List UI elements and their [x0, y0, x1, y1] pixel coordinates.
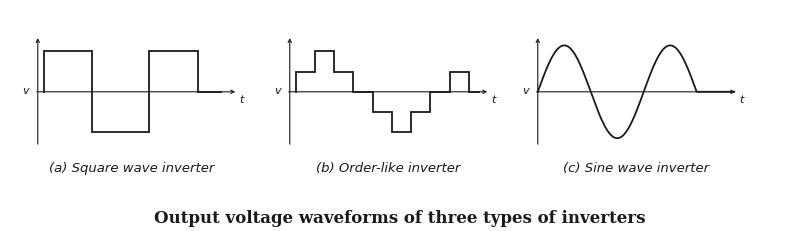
Text: t: t [492, 95, 496, 105]
Text: t: t [240, 95, 244, 105]
Text: v: v [22, 86, 29, 96]
Text: (a) Square wave inverter: (a) Square wave inverter [50, 162, 214, 175]
Text: v: v [522, 86, 529, 96]
Text: Output voltage waveforms of three types of inverters: Output voltage waveforms of three types … [154, 210, 646, 226]
Text: (b) Order-like inverter: (b) Order-like inverter [316, 162, 460, 175]
Text: v: v [274, 86, 281, 96]
Text: t: t [740, 95, 744, 105]
Text: (c) Sine wave inverter: (c) Sine wave inverter [563, 162, 709, 175]
